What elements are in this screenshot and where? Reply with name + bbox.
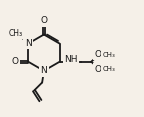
Text: O: O xyxy=(95,50,102,59)
Text: O: O xyxy=(40,16,47,25)
Text: CH₃: CH₃ xyxy=(102,52,115,58)
Text: NH: NH xyxy=(65,55,78,64)
Text: CH₃: CH₃ xyxy=(102,66,115,71)
Text: N: N xyxy=(25,39,32,48)
Text: O: O xyxy=(12,57,18,66)
Text: O: O xyxy=(95,65,102,74)
Text: CH₃: CH₃ xyxy=(8,29,23,38)
Text: N: N xyxy=(41,66,47,75)
